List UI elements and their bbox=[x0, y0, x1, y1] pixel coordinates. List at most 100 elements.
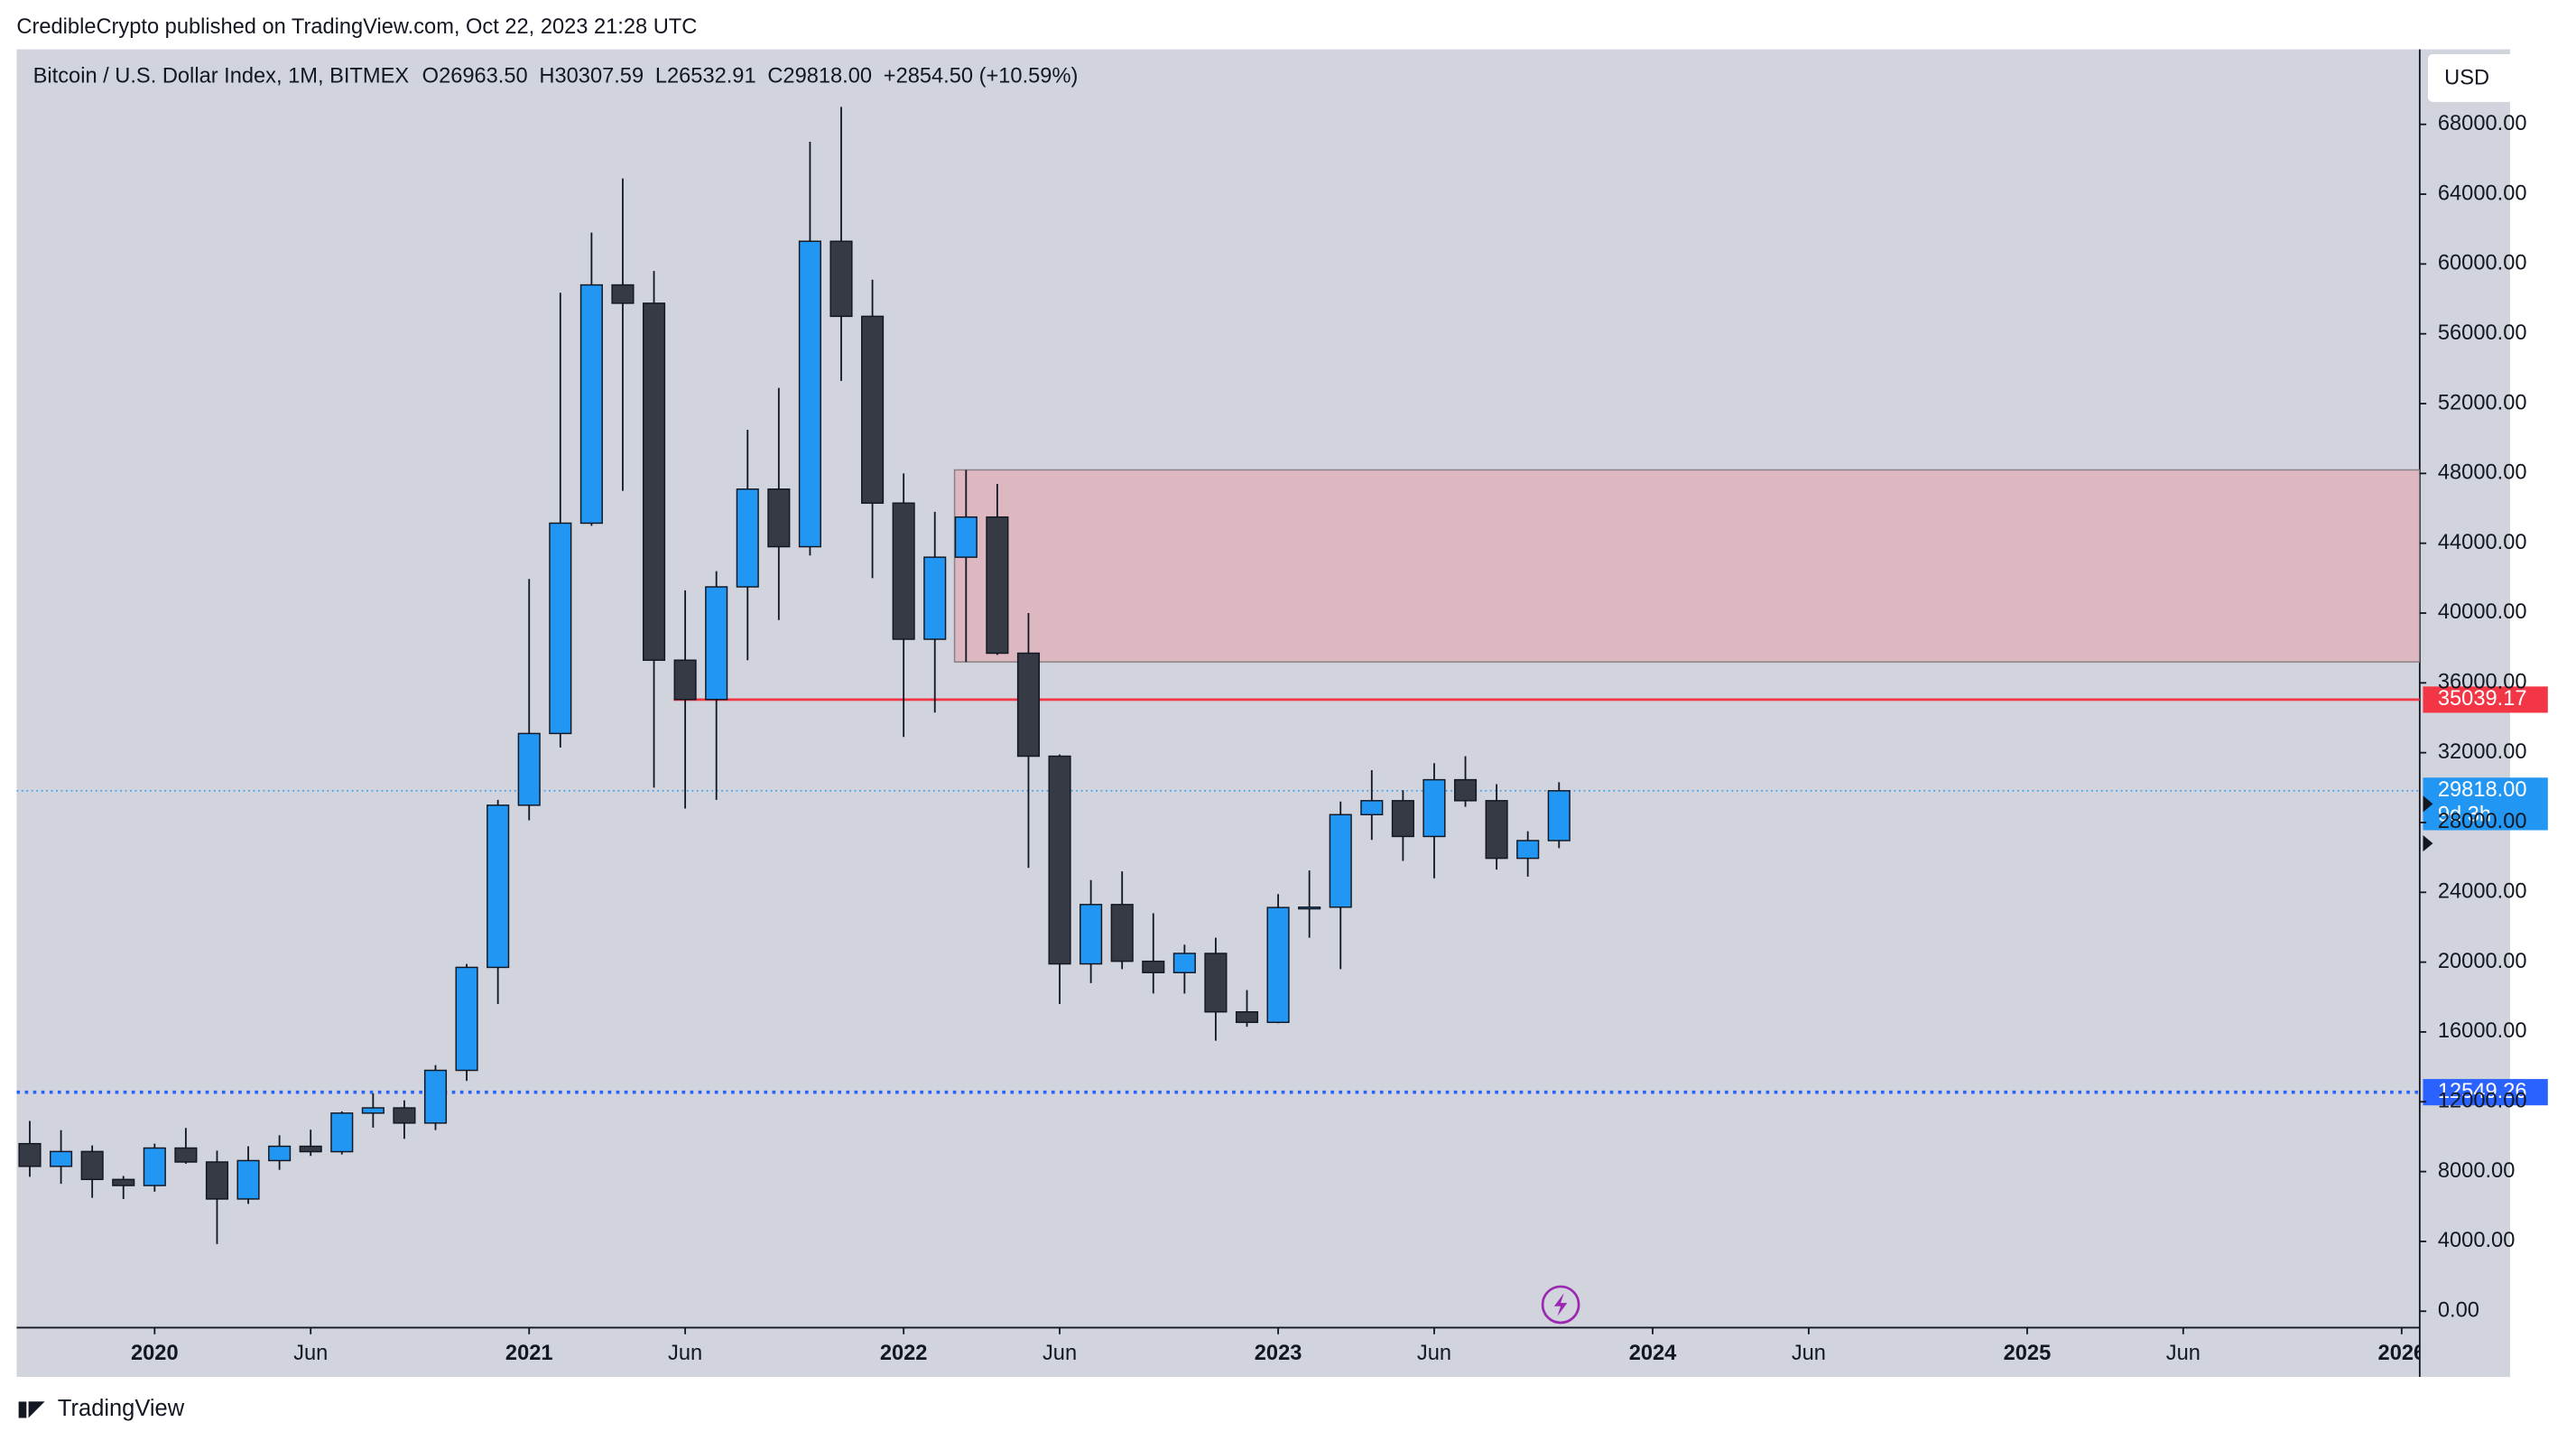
candle-body bbox=[1485, 800, 1508, 860]
price-badge-label: 35039.17 bbox=[2438, 687, 2527, 711]
legend-key: L bbox=[655, 65, 667, 88]
candle-body bbox=[1142, 960, 1165, 973]
legend-value: 26963.50 bbox=[439, 65, 528, 88]
y-tick-label: 12000.00 bbox=[2438, 1090, 2527, 1113]
x-tick-label: Jun bbox=[1042, 1342, 1077, 1365]
y-tick-label: 48000.00 bbox=[2438, 461, 2527, 485]
y-tick-label: 20000.00 bbox=[2438, 950, 2527, 973]
x-tick-label: Jun bbox=[668, 1342, 702, 1365]
candle-body bbox=[1298, 906, 1321, 910]
candle-body bbox=[1516, 840, 1540, 860]
x-tick-label: 2024 bbox=[1629, 1342, 1677, 1365]
y-tick-label: 40000.00 bbox=[2438, 600, 2527, 624]
candle-body bbox=[1016, 652, 1041, 758]
price-badge bbox=[2423, 686, 2548, 713]
candle-body bbox=[1172, 953, 1196, 973]
candle-body bbox=[798, 240, 821, 548]
x-tick-label: 2020 bbox=[131, 1342, 179, 1365]
candle-body bbox=[705, 586, 728, 701]
price-badge bbox=[2423, 1079, 2548, 1106]
x-tick-label: Jun bbox=[293, 1342, 328, 1365]
legend-title: Bitcoin / U.S. Dollar Index, 1M, BITMEX bbox=[33, 65, 410, 88]
x-tick-label: Jun bbox=[1417, 1342, 1451, 1365]
plot bbox=[16, 107, 2420, 1244]
time-axis: 2020 Jun 2021 Jun 2022 Jun 2023 Jun 2024 Jun 2025 J… bbox=[131, 1327, 2420, 1365]
candle-body bbox=[549, 522, 572, 735]
candle-body bbox=[1453, 778, 1478, 802]
candle-body bbox=[736, 488, 759, 588]
x-tick-label: 2021 bbox=[505, 1342, 553, 1365]
y-tick-label: 68000.00 bbox=[2438, 112, 2527, 135]
candle-body bbox=[1048, 755, 1071, 965]
legend-key: O bbox=[422, 65, 439, 88]
candle-body bbox=[1110, 904, 1134, 962]
legend-key: H bbox=[539, 65, 554, 88]
y-tick-label: 8000.00 bbox=[2438, 1159, 2515, 1183]
candle-body bbox=[1360, 800, 1384, 816]
candle-body bbox=[18, 1142, 42, 1167]
candle-body bbox=[1422, 778, 1446, 838]
candle-body bbox=[579, 284, 603, 525]
candle-body bbox=[112, 1178, 135, 1186]
candle-body bbox=[517, 732, 541, 806]
x-tick-label: 2025 bbox=[2004, 1342, 2052, 1365]
candle-body bbox=[236, 1159, 260, 1200]
marker bbox=[2423, 795, 2433, 813]
price-badge-label: 29818.00 bbox=[2438, 778, 2527, 802]
currency[interactable]: USD bbox=[2444, 67, 2489, 90]
price-badge-sublabel: 9d 3h bbox=[2438, 803, 2491, 826]
brand-logo: ▮◤ bbox=[16, 1398, 45, 1421]
candle-body bbox=[268, 1145, 292, 1162]
legend-value: 29818.00 bbox=[783, 65, 872, 88]
y-tick-label: 24000.00 bbox=[2438, 880, 2527, 904]
candle-body bbox=[642, 302, 666, 661]
currency-box[interactable] bbox=[2427, 54, 2550, 102]
event-bolt bbox=[1553, 1293, 1568, 1316]
legend: Bitcoin / U.S. Dollar Index, 1M, BITMEX O… bbox=[33, 65, 1079, 88]
x-tick-label: 2022 bbox=[880, 1342, 928, 1365]
price-badge bbox=[2423, 777, 2548, 831]
candle-body bbox=[486, 804, 510, 969]
chart-panel bbox=[16, 49, 2510, 1378]
candle-body bbox=[361, 1107, 385, 1114]
candle-body bbox=[673, 659, 697, 701]
candle-body bbox=[1080, 904, 1103, 965]
candle-body bbox=[1547, 790, 1571, 841]
supply-zone bbox=[953, 469, 2420, 663]
y-tick-label: 56000.00 bbox=[2438, 321, 2527, 345]
candle-body bbox=[1329, 813, 1352, 908]
candle-body bbox=[393, 1107, 416, 1124]
candle-body bbox=[1235, 1010, 1259, 1024]
candle-body bbox=[143, 1147, 166, 1186]
legend-key: C bbox=[767, 65, 783, 88]
y-tick-label: 32000.00 bbox=[2438, 740, 2527, 764]
candle-body bbox=[423, 1069, 448, 1124]
y-tick-label: 44000.00 bbox=[2438, 531, 2527, 554]
candle-body bbox=[299, 1145, 322, 1153]
candle-body bbox=[611, 284, 635, 304]
candle-body bbox=[80, 1150, 104, 1181]
candle-body bbox=[1391, 800, 1414, 838]
y-tick-label: 4000.00 bbox=[2438, 1229, 2515, 1252]
candle-body bbox=[861, 315, 885, 504]
candle-body bbox=[829, 240, 853, 318]
candle-body bbox=[986, 516, 1009, 655]
legend-change: +2854.50 (+10.59%) bbox=[884, 65, 1079, 88]
candle-body bbox=[767, 488, 791, 548]
candle-body bbox=[892, 502, 915, 640]
candle-body bbox=[923, 556, 947, 640]
publisher-line: CredibleCrypto published on TradingView.… bbox=[16, 15, 697, 39]
y-tick-label: 16000.00 bbox=[2438, 1019, 2527, 1043]
candle-body bbox=[1266, 906, 1290, 1024]
y-tick-label: 64000.00 bbox=[2438, 181, 2527, 205]
marker bbox=[2423, 834, 2433, 852]
candle-body bbox=[455, 966, 478, 1072]
y-tick-label: 0.00 bbox=[2438, 1299, 2479, 1323]
candle-body bbox=[1204, 953, 1228, 1013]
candle-body bbox=[174, 1147, 198, 1163]
event-icon[interactable] bbox=[1541, 1285, 1580, 1325]
y-tick-label: 36000.00 bbox=[2438, 671, 2527, 694]
brand: TradingView bbox=[58, 1396, 185, 1421]
legend-value: 30307.59 bbox=[555, 65, 644, 88]
